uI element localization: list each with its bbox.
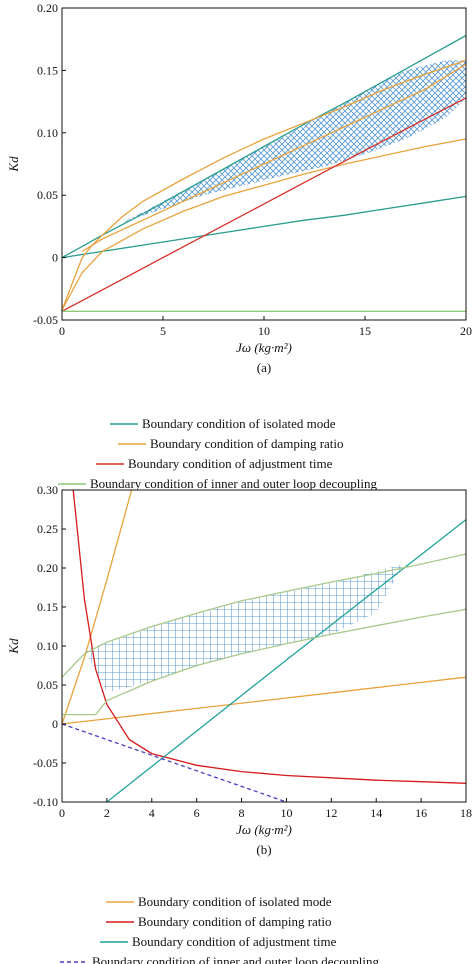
b-legend-label: Boundary condition of adjustment time bbox=[132, 934, 337, 949]
b-series-line-5 bbox=[61, 553, 467, 678]
b-panel-label: (b) bbox=[256, 842, 271, 857]
a-y-tick-label: 0 bbox=[52, 251, 58, 265]
b-y-tick-label: 0.20 bbox=[37, 561, 58, 575]
a-legend-label: Boundary condition of damping ratio bbox=[150, 436, 344, 451]
b-x-tick-label: 18 bbox=[460, 806, 472, 820]
a-x-tick-label: 0 bbox=[59, 324, 65, 338]
b-y-tick-label: 0.10 bbox=[37, 639, 58, 653]
chart-panel-b: 0 2 4 6 8 10 12 14 16 18 -0.10 -0.05 0 0.05 0.10 0.15 0.… bbox=[6, 483, 472, 964]
b-x-tick-label: 16 bbox=[415, 806, 427, 820]
b-y-tick-label: -0.10 bbox=[33, 795, 58, 809]
b-series-line-2 bbox=[72, 489, 467, 784]
b-y-tick-label: 0 bbox=[52, 717, 58, 731]
b-x-tick-label: 0 bbox=[59, 806, 65, 820]
b-x-axis-label: Jω (kg·m²) bbox=[236, 822, 292, 837]
b-legend-label: Boundary condition of damping ratio bbox=[138, 914, 332, 929]
b-x-tick-label: 6 bbox=[194, 806, 200, 820]
a-series-line-0 bbox=[61, 195, 467, 259]
b-series-line-0 bbox=[61, 676, 467, 725]
a-x-axis-label: Jω (kg·m²) bbox=[236, 340, 292, 355]
b-x-tick-label: 14 bbox=[370, 806, 382, 820]
b-y-tick-label: 0.25 bbox=[37, 522, 58, 536]
b-x-tick-label: 8 bbox=[239, 806, 245, 820]
a-series-line-3 bbox=[61, 138, 467, 311]
b-y-tick-label: 0.15 bbox=[37, 600, 58, 614]
a-x-tick-label: 5 bbox=[160, 324, 166, 338]
b-shaded-region bbox=[84, 564, 404, 693]
b-series-line-1 bbox=[61, 489, 133, 725]
b-legend-label: Boundary condition of isolated mode bbox=[138, 894, 332, 909]
a-y-tick-label: 0.20 bbox=[37, 1, 58, 15]
b-y-axis-label: Kd bbox=[6, 638, 21, 655]
a-series-line-1 bbox=[61, 34, 467, 259]
a-shaded-region bbox=[92, 60, 467, 243]
a-y-tick-label: -0.05 bbox=[33, 313, 58, 327]
a-y-tick-label: 0.10 bbox=[37, 126, 58, 140]
b-y-tick-label: 0.30 bbox=[37, 483, 58, 497]
a-series-line-4 bbox=[81, 63, 467, 252]
a-legend-label: Boundary condition of isolated mode bbox=[142, 416, 336, 431]
b-series-line-4 bbox=[61, 723, 287, 803]
a-x-tick-label: 20 bbox=[460, 324, 472, 338]
b-legend-label: Boundary condition of inner and outer lo… bbox=[92, 954, 380, 964]
b-y-tick-label: -0.05 bbox=[33, 756, 58, 770]
a-x-tick-label: 10 bbox=[258, 324, 270, 338]
a-y-tick-label: 0.05 bbox=[37, 188, 58, 202]
b-x-tick-label: 12 bbox=[325, 806, 337, 820]
b-series-line-3 bbox=[106, 519, 467, 803]
a-y-axis-label: Kd bbox=[6, 156, 21, 173]
b-x-tick-label: 10 bbox=[280, 806, 292, 820]
a-x-tick-label: 15 bbox=[359, 324, 371, 338]
b-x-tick-label: 2 bbox=[104, 806, 110, 820]
b-series-line-6 bbox=[62, 608, 467, 716]
a-panel-label: (a) bbox=[257, 360, 271, 375]
a-legend-label: Boundary condition of inner and outer lo… bbox=[90, 476, 378, 491]
a-y-tick-label: 0.15 bbox=[37, 63, 58, 77]
a-legend-label: Boundary condition of adjustment time bbox=[128, 456, 333, 471]
b-x-tick-label: 4 bbox=[149, 806, 155, 820]
b-y-tick-label: 0.05 bbox=[37, 678, 58, 692]
a-series-line-5 bbox=[61, 97, 467, 312]
